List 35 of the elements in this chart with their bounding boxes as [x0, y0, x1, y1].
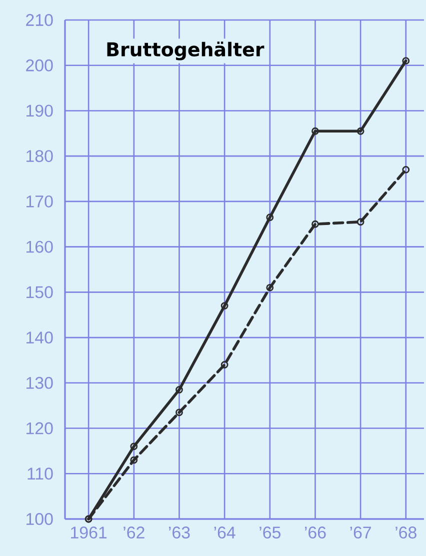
y-tick-label: 140 [26, 332, 53, 344]
y-tick-label: 190 [26, 104, 53, 117]
y-tick-label: 180 [26, 150, 53, 162]
x-tick-label: ’62 [124, 526, 144, 539]
y-tick-label: 130 [26, 376, 53, 389]
point [356, 218, 364, 226]
point [266, 284, 274, 292]
point [312, 127, 319, 135]
y-tick-label: 160 [26, 240, 53, 253]
point [130, 442, 138, 450]
point [176, 408, 183, 416]
y-tick-label: 120 [26, 422, 53, 434]
y-tick-label: 210 [26, 14, 53, 26]
y-tick-label: 150 [26, 286, 53, 298]
x-tick-label: 1961 [71, 526, 107, 539]
y-tick-label: 170 [26, 195, 53, 208]
point [402, 166, 410, 174]
text: Bruttogehälter [107, 42, 264, 60]
point [220, 361, 228, 368]
point [312, 220, 319, 228]
x-tick-label: ’67 [350, 526, 371, 539]
point [176, 386, 183, 394]
y-tick-label: 100 [26, 513, 53, 525]
x-tick-label: ’64 [214, 526, 236, 539]
point [130, 456, 138, 464]
x-tick-label: ’65 [260, 526, 280, 539]
x-tick-label: ’68 [396, 526, 416, 539]
point [402, 57, 410, 65]
x-tick-label: ’63 [168, 526, 190, 539]
y-tick-label: 110 [28, 468, 53, 480]
point [220, 302, 228, 310]
x-tick-label: ’66 [304, 526, 326, 539]
point [356, 127, 364, 135]
point [266, 214, 274, 222]
y-tick-label: 200 [26, 59, 53, 72]
